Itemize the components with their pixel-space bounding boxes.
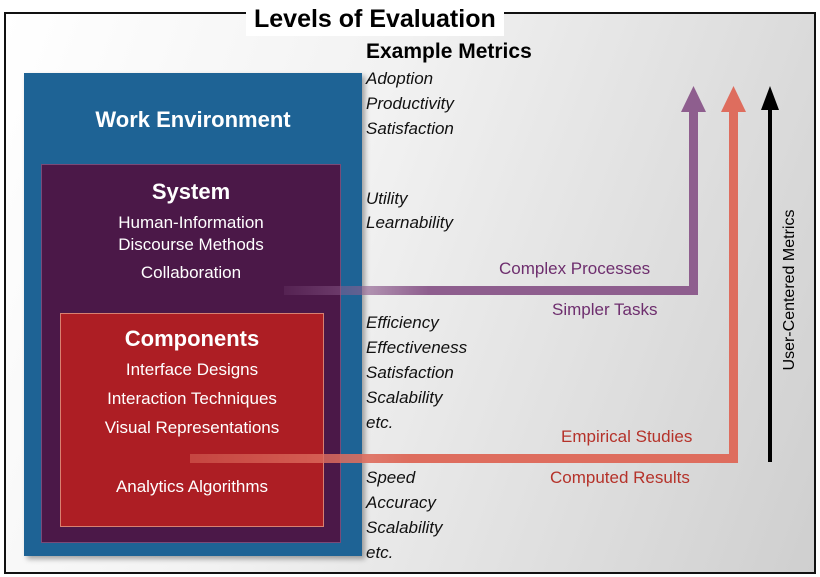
complex-processes-label: Complex Processes [499,259,651,278]
metric-accuracy: Accuracy [366,493,436,512]
empirical-studies-label: Empirical Studies [561,427,693,446]
system-arrow-horizontal [284,286,698,295]
metric-productivity: Productivity [366,94,454,113]
simpler-tasks-label: Simpler Tasks [552,300,658,319]
metric-satisfaction-components: Satisfaction [366,363,454,382]
computed-results-label: Computed Results [550,468,690,487]
user-centered-metrics-label: User-Centered Metrics [781,209,798,371]
metric-satisfaction: Satisfaction [366,119,454,138]
example-metrics-heading: Example Metrics [366,40,532,63]
components-item-analytics-algorithms: Analytics Algorithms [115,477,269,496]
metric-scalability-algorithms: Scalability [366,518,443,537]
metric-etc: etc. [366,413,394,432]
metrics-arrow-head [761,86,779,110]
components-label: Components [124,326,260,351]
metric-utility: Utility [366,189,408,208]
system-item-collaboration: Collaboration [140,263,242,282]
metric-efficiency: Efficiency [366,313,439,332]
metric-speed: Speed [366,468,416,487]
components-box: Components Interface Designs Interaction… [60,313,324,527]
metrics-arrow-shaft [768,108,772,462]
components-arrow-vertical [729,110,738,463]
components-arrow-horizontal [190,454,738,463]
system-arrow-head [681,86,706,112]
system-item-discourse-methods: Discourse Methods [118,235,264,254]
system-item-human-information: Human-Information [118,213,264,232]
components-item-interface-designs: Interface Designs [125,360,259,379]
metric-effectiveness: Effectiveness [366,338,468,357]
metric-etc-algorithms: etc. [366,543,394,562]
components-arrow-head [721,86,746,112]
work-environment-label: Work Environment [95,107,291,132]
components-item-interaction-techniques: Interaction Techniques [107,389,277,408]
system-arrow-vertical [689,110,698,295]
metric-learnability: Learnability [366,213,453,232]
metric-scalability: Scalability [366,388,443,407]
system-label: System [151,179,231,204]
diagram-title: Levels of Evaluation [246,6,504,36]
metric-adoption: Adoption [366,69,434,88]
components-item-visual-representations: Visual Representations [104,418,280,437]
